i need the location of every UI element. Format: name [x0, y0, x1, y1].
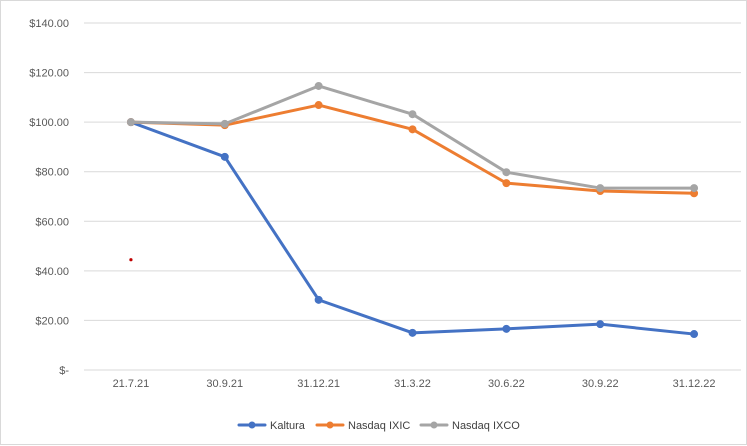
data-point-nasdaq-ixco-3 [408, 110, 417, 119]
x-tick-label-4: 30.6.22 [488, 378, 525, 390]
legend-marker-nasdaq-ixic [326, 421, 334, 429]
data-point-kaltura-2 [314, 295, 323, 304]
legend-marker-kaltura [248, 421, 256, 429]
x-tick-label-2: 31.12.21 [297, 378, 340, 390]
legend-marker-nasdaq-ixco [430, 421, 438, 429]
plot-series [126, 81, 699, 339]
stray-marker-0 [129, 258, 133, 262]
data-point-kaltura-3 [408, 328, 417, 337]
x-tick-label-6: 31.12.22 [673, 378, 716, 390]
legend-label-kaltura: Kaltura [270, 420, 306, 432]
legend-label-nasdaq-ixic: Nasdaq IXIC [348, 420, 410, 432]
legend-item-nasdaq-ixco: Nasdaq IXCO [419, 420, 520, 432]
annotations [129, 258, 133, 262]
data-point-nasdaq-ixco-5 [596, 184, 605, 193]
data-point-nasdaq-ixic-3 [408, 125, 417, 134]
legend-item-kaltura: Kaltura [237, 420, 306, 432]
data-point-kaltura-5 [596, 320, 605, 329]
x-tick-label-3: 31.3.22 [394, 378, 431, 390]
y-tick-label-40: $40.00 [35, 266, 69, 278]
data-point-nasdaq-ixco-1 [220, 119, 229, 128]
y-tick-label-80: $80.00 [35, 167, 69, 179]
x-tick-label-1: 30.9.21 [206, 378, 243, 390]
legend-label-nasdaq-ixco: Nasdaq IXCO [452, 420, 520, 432]
data-point-nasdaq-ixco-4 [502, 168, 511, 177]
series-line-kaltura [129, 120, 696, 336]
y-tick-label-60: $60.00 [35, 216, 69, 228]
gridlines [84, 22, 741, 371]
data-point-kaltura-6 [690, 330, 699, 339]
x-tick-label-5: 30.9.22 [582, 378, 619, 390]
y-tick-label-120: $120.00 [29, 68, 69, 80]
data-point-kaltura-1 [220, 152, 229, 161]
x-axis-tick-labels: 21.7.21 30.9.21 31.12.21 31.3.22 30.6.22 30.9… [113, 378, 716, 390]
data-point-kaltura-4 [502, 324, 511, 333]
data-point-nasdaq-ixco-6 [690, 184, 699, 193]
series-line-nasdaq-ixic [129, 103, 696, 195]
data-point-nasdaq-ixco-2 [314, 81, 323, 90]
data-point-nasdaq-ixic-2 [314, 101, 323, 110]
data-point-nasdaq-ixco-0 [126, 118, 135, 127]
y-tick-label-100: $100.00 [29, 117, 69, 129]
legend-item-nasdaq-ixic: Nasdaq IXIC [315, 420, 410, 432]
series-nasdaq-ixco [126, 81, 699, 193]
y-axis-tick-labels: $- $20.00 $40.00 $60.00 $80.00 $100.00 $120.00… [29, 18, 69, 377]
y-tick-label-20: $20.00 [35, 315, 69, 327]
data-point-nasdaq-ixic-4 [502, 179, 511, 188]
x-tick-label-0: 21.7.21 [113, 378, 150, 390]
series-kaltura [126, 118, 699, 339]
series-line-nasdaq-ixco [129, 84, 696, 190]
y-tick-label-140: $140.00 [29, 18, 69, 30]
legend: Kaltura Nasdaq IXIC Nasdaq IXCO [237, 420, 520, 432]
y-tick-label-0: $- [59, 365, 69, 377]
